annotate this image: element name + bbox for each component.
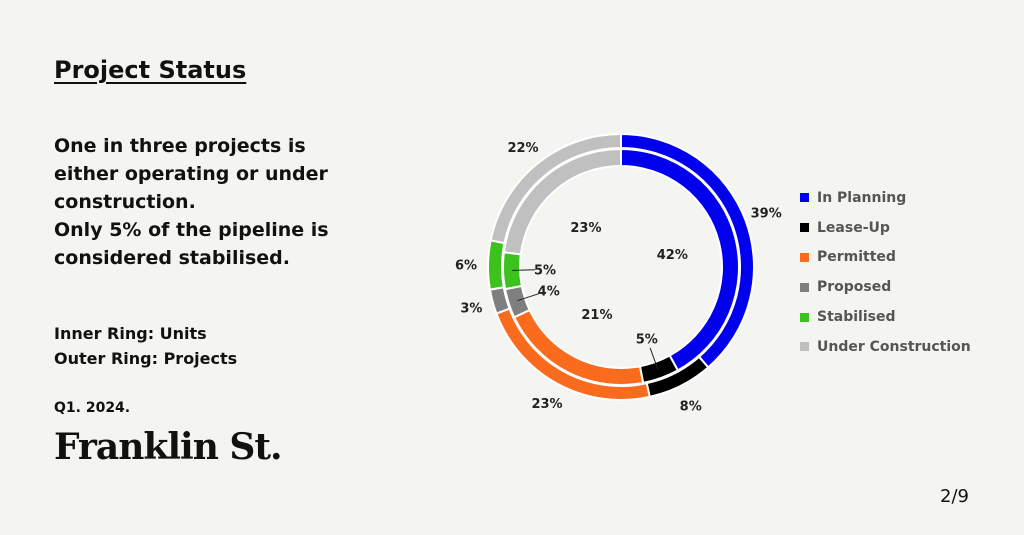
inner-data-label: 4% bbox=[538, 284, 560, 299]
page-number: 2/9 bbox=[940, 486, 969, 507]
ring-legend: Inner Ring: Units Outer Ring: Projects bbox=[54, 321, 237, 371]
legend-item: Stabilised bbox=[800, 302, 971, 332]
page-title: Project Status bbox=[54, 56, 247, 84]
leader-line bbox=[649, 347, 659, 370]
headline-line: Only 5% of the pipeline is bbox=[54, 219, 329, 241]
legend-item: Permitted bbox=[800, 243, 971, 273]
legend-item: Proposed bbox=[800, 272, 971, 302]
outer-data-label: 8% bbox=[680, 399, 702, 414]
legend-swatch bbox=[800, 252, 809, 262]
legend-swatch bbox=[800, 193, 809, 203]
inner-slice-permitted bbox=[512, 308, 645, 386]
outer-data-label: 22% bbox=[507, 141, 538, 156]
inner-data-label: 5% bbox=[534, 263, 556, 278]
inner-slice-under-construction bbox=[502, 147, 622, 256]
legend-item: Under Construction bbox=[800, 332, 971, 362]
inner-data-label: 42% bbox=[657, 248, 688, 263]
legend-label: Proposed bbox=[817, 279, 892, 296]
headline-line: One in three projects is bbox=[54, 135, 306, 157]
outer-ring-label: Outer Ring: Projects bbox=[54, 349, 238, 368]
legend-label: Permitted bbox=[817, 249, 896, 266]
headline: One in three projects is either operatin… bbox=[54, 132, 384, 272]
headline-line: construction. bbox=[54, 191, 196, 213]
inner-data-label: 5% bbox=[636, 333, 658, 348]
headline-line: considered stabilised. bbox=[54, 247, 290, 269]
legend-swatch bbox=[800, 223, 809, 233]
outer-data-label: 23% bbox=[531, 397, 562, 412]
inner-data-label: 23% bbox=[570, 221, 601, 236]
legend-label: Stabilised bbox=[817, 309, 896, 326]
headline-line: either operating or under bbox=[54, 163, 328, 185]
outer-slice-stabilised bbox=[487, 239, 506, 291]
report-date: Q1. 2024. bbox=[54, 400, 131, 416]
chart-legend: In Planning Lease-Up Permitted Proposed Stab… bbox=[800, 183, 971, 362]
legend-item: Lease-Up bbox=[800, 213, 971, 243]
leader-line bbox=[517, 293, 540, 302]
legend-item: In Planning bbox=[800, 183, 971, 213]
legend-label: Under Construction bbox=[817, 338, 971, 355]
brand-logo: Franklin St. bbox=[54, 426, 283, 468]
inner-data-label: 21% bbox=[581, 308, 612, 323]
legend-swatch bbox=[800, 342, 809, 352]
legend-swatch bbox=[800, 312, 809, 322]
outer-data-label: 39% bbox=[751, 207, 782, 222]
legend-label: Lease-Up bbox=[817, 219, 890, 236]
leader-line bbox=[512, 269, 536, 271]
outer-data-label: 3% bbox=[460, 302, 482, 317]
legend-swatch bbox=[800, 282, 809, 292]
outer-data-label: 6% bbox=[455, 259, 477, 274]
legend-label: In Planning bbox=[817, 189, 907, 206]
inner-ring-label: Inner Ring: Units bbox=[54, 324, 207, 343]
